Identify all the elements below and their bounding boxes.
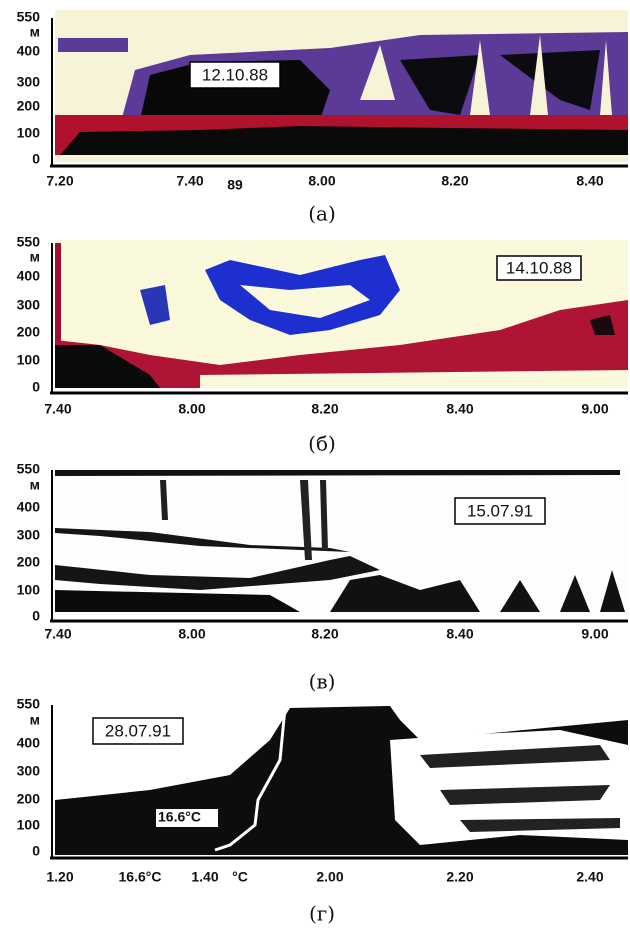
- y-tick-label: 100: [17, 125, 41, 141]
- x-tick-label: 89: [227, 177, 243, 193]
- y-tick-label: 550: [17, 696, 41, 712]
- x-tick-label: 8.20: [311, 401, 338, 417]
- date-label: 28.07.91: [105, 721, 171, 740]
- y-tick-label: 100: [17, 817, 41, 833]
- y-tick-label: 300: [17, 297, 41, 313]
- y-tick-label: 100: [17, 582, 41, 598]
- date-box: [454, 497, 546, 525]
- date-label: 15.07.91: [467, 501, 533, 520]
- x-tick-label: 2.20: [446, 869, 473, 885]
- x-tick-label: °C: [232, 869, 248, 885]
- caption: (б): [308, 432, 336, 456]
- x-tick-label: 1.40: [191, 869, 218, 885]
- x-tick-label: 1.20: [46, 869, 73, 885]
- x-tick-label: 9.00: [581, 626, 608, 642]
- x-tick-label: 8.20: [311, 626, 338, 642]
- y-tick-label: 400: [17, 735, 41, 751]
- x-tick-label: 2.40: [576, 869, 603, 885]
- y-tick-label: 0: [32, 608, 40, 624]
- echogram-c: [55, 468, 628, 618]
- caption: (г): [309, 902, 335, 926]
- x-tick-label: 8.20: [441, 173, 468, 189]
- x-tick-label: 7.40: [44, 401, 71, 417]
- y-tick-label: 400: [17, 268, 41, 284]
- y-tick-label: 550: [17, 9, 41, 25]
- annotation: 16.6°C: [158, 809, 201, 825]
- x-tick-label: 8.40: [576, 173, 603, 189]
- x-tick-label: 8.00: [308, 173, 335, 189]
- annotation-bg: [156, 809, 218, 827]
- date-box: [92, 717, 184, 745]
- y-tick-label: 550: [17, 461, 41, 477]
- y-tick-label: 550: [17, 234, 41, 250]
- echogram-b: [55, 240, 628, 388]
- y-tick-label: 300: [17, 527, 41, 543]
- x-tick-label: 8.00: [178, 401, 205, 417]
- date-label: 12.10.88: [202, 65, 268, 84]
- date-box: [496, 255, 582, 281]
- x-tick-label: 7.40: [176, 173, 203, 189]
- x-tick-label: 2.00: [316, 869, 343, 885]
- y-tick-label: 200: [17, 791, 41, 807]
- x-tick-label: 8.00: [178, 626, 205, 642]
- y-tick-label: 0: [32, 843, 40, 859]
- y-tick-label: 400: [17, 499, 41, 515]
- y-tick-label: м: [30, 24, 40, 40]
- y-tick-label: м: [30, 477, 40, 493]
- caption: (в): [309, 670, 336, 694]
- y-tick-label: 300: [17, 74, 41, 90]
- y-tick-label: м: [30, 712, 40, 728]
- y-tick-label: 300: [17, 763, 41, 779]
- x-tick-label: 7.40: [44, 626, 71, 642]
- y-tick-label: 0: [32, 379, 40, 395]
- date-label: 14.10.88: [506, 258, 572, 277]
- x-tick-label: 16.6°C: [119, 869, 162, 885]
- caption: (а): [308, 202, 336, 226]
- x-tick-label: 8.40: [446, 626, 473, 642]
- y-tick-label: 200: [17, 554, 41, 570]
- x-tick-label: 9.00: [581, 401, 608, 417]
- echogram-a: [55, 10, 628, 162]
- x-tick-label: 7.20: [46, 173, 73, 189]
- y-tick-label: 200: [17, 98, 41, 114]
- y-tick-label: м: [30, 249, 40, 265]
- y-tick-label: 200: [17, 324, 41, 340]
- y-tick-label: 0: [32, 151, 40, 167]
- date-box: [189, 61, 281, 89]
- y-tick-label: 100: [17, 352, 41, 368]
- x-tick-label: 8.40: [446, 401, 473, 417]
- y-tick-label: 400: [17, 43, 41, 59]
